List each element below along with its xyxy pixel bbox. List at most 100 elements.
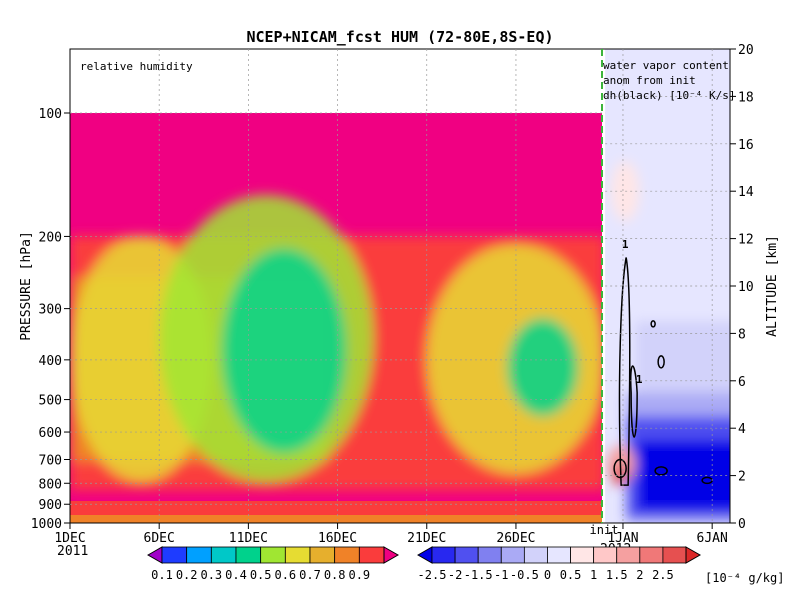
cb-rh-swatch-9 xyxy=(358,546,385,564)
cb-anom-swatch-11 xyxy=(662,546,687,564)
cb-anom-swatch-4 xyxy=(500,546,525,564)
rh-region-4 xyxy=(507,318,579,417)
cb-rh-label-0: 0.1 xyxy=(151,568,173,582)
water-vapor-anomaly-panel: 11 xyxy=(605,49,730,523)
anom-neg-25 xyxy=(637,440,730,512)
panel-label-left: relative humidity xyxy=(80,60,193,73)
cb-rh-swatch-2 xyxy=(186,546,212,564)
x-tick-label-26DEC: 26DEC xyxy=(496,531,535,546)
rh-region-2 xyxy=(221,248,347,454)
y-right-tick-label-6: 6 xyxy=(738,375,746,390)
cb-anom-label-8: 1.5 xyxy=(606,568,628,582)
y-left-tick-label-300: 300 xyxy=(39,303,62,318)
y-axis-left-title: PRESSURE [hPa] xyxy=(19,231,34,341)
dh-contour-small-3 xyxy=(654,466,668,476)
x-axis: 1DEC 6DEC 11DEC 16DEC 21DEC 26DEC 1JAN 6JAN xyxy=(54,523,728,546)
anom-field xyxy=(605,49,730,523)
y-axis-right-title: ALTITUDE [km] xyxy=(765,235,780,337)
anom-pos-core xyxy=(613,465,626,486)
cb-anom-swatch-9 xyxy=(616,546,641,564)
cb-rh-arrow-low xyxy=(146,546,163,564)
y-right-tick-label-16: 16 xyxy=(738,138,754,153)
y-left-tick-label-600: 600 xyxy=(39,426,62,441)
x-tick-label-6JAN: 6JAN xyxy=(697,531,728,546)
cb-anom-swatch-1 xyxy=(431,546,456,564)
rh-surface-layer xyxy=(70,501,602,515)
y-left-tick-label-900: 900 xyxy=(39,498,62,513)
cb-anom-label-1: -2 xyxy=(448,568,462,582)
x-tick-label-1JAN: 1JAN xyxy=(607,531,638,546)
y-right-tick-label-2: 2 xyxy=(738,470,746,485)
cb-rh-swatch-6 xyxy=(284,546,311,564)
rh-blobs xyxy=(70,195,602,491)
grid-lines xyxy=(70,49,730,523)
cb-anom-label-7: 1 xyxy=(590,568,597,582)
panel-label-right-3: dh(black) [10⁻⁴ K/s] xyxy=(603,89,735,102)
cb-rh-swatch-5 xyxy=(260,546,286,564)
y-axis-right: 0 2 4 6 8 10 12 14 16 18 20 xyxy=(730,43,754,532)
cb-anom-label-5: 0 xyxy=(544,568,551,582)
y-right-tick-label-10: 10 xyxy=(738,280,754,295)
dh-contour-low xyxy=(613,458,627,479)
y-right-tick-label-14: 14 xyxy=(738,185,754,200)
cb-anom-label-4: -0.5 xyxy=(510,568,539,582)
cb-rh-label-5: 0.6 xyxy=(274,568,296,582)
y-left-tick-label-1000: 1000 xyxy=(31,517,62,532)
colorbar-right-unit: [10⁻⁴ g/kg] xyxy=(705,571,784,585)
cb-anom-swatch-8 xyxy=(593,546,618,564)
cb-rh-label-8: 0.9 xyxy=(348,568,370,582)
cb-rh-swatch-7 xyxy=(309,546,336,564)
colorbar-vapor-anomaly: -2.5 -2 -1.5 -1 -0.5 0 0.5 1 1.5 2 2.5 xyxy=(416,546,702,582)
cb-anom-label-10: 2.5 xyxy=(652,568,674,582)
cb-anom-label-3: -1 xyxy=(494,568,508,582)
x-tick-label-21DEC: 21DEC xyxy=(407,531,446,546)
anom-blobs xyxy=(607,161,730,523)
y-right-tick-label-12: 12 xyxy=(738,233,754,248)
cb-anom-label-6: 0.5 xyxy=(560,568,582,582)
cb-anom-swatch-7 xyxy=(570,546,595,564)
cb-anom-swatch-5 xyxy=(523,546,548,564)
y-right-tick-label-18: 18 xyxy=(738,90,754,105)
cb-anom-swatch-6 xyxy=(547,546,571,564)
cb-anom-label-0: -2.5 xyxy=(418,568,447,582)
dh-contour-tower xyxy=(618,257,631,486)
panel-label-right-2: anom from init xyxy=(603,74,696,87)
panel-label-right-1: water vapor content xyxy=(603,59,729,72)
y-left-tick-label-700: 700 xyxy=(39,453,62,468)
y-left-tick-label-100: 100 xyxy=(39,107,62,122)
x-tick-label-1DEC: 1DEC xyxy=(54,531,85,546)
relative-humidity-panel xyxy=(70,113,602,523)
cb-anom-swatch-3 xyxy=(477,546,502,564)
y-right-tick-label-0: 0 xyxy=(738,517,746,532)
cb-rh-swatch-1 xyxy=(161,546,188,564)
cb-rh-label-3: 0.4 xyxy=(225,568,247,582)
x-tick-label-11DEC: 11DEC xyxy=(229,531,268,546)
cb-anom-arrow-high xyxy=(685,546,702,564)
cb-rh-swatch-3 xyxy=(210,546,237,564)
init-label: init xyxy=(590,523,619,537)
cb-rh-swatch-4 xyxy=(235,546,262,564)
dh-contour-small-2 xyxy=(650,320,656,328)
cb-rh-label-7: 0.8 xyxy=(324,568,346,582)
rh-surface-bottom xyxy=(70,515,602,523)
dh-contour-inner xyxy=(629,365,638,438)
y-right-tick-label-8: 8 xyxy=(738,327,746,342)
cb-anom-swatch-10 xyxy=(639,546,664,564)
chart-title: NCEP+NICAM_fcst HUM (72-80E,8S-EQ) xyxy=(246,28,553,46)
y-left-tick-label-800: 800 xyxy=(39,477,62,492)
year-label-2011: 2011 xyxy=(57,544,88,559)
x-tick-label-6DEC: 6DEC xyxy=(144,531,175,546)
y-left-tick-label-400: 400 xyxy=(39,354,62,369)
cb-rh-arrow-high xyxy=(383,546,400,564)
contour-label-2: 1 xyxy=(636,373,643,386)
dh-contour-small-1 xyxy=(657,355,665,369)
cb-rh-swatch-8 xyxy=(334,546,360,564)
colorbar-relative-humidity: 0.1 0.2 0.3 0.4 0.5 0.6 0.7 0.8 0.9 xyxy=(146,546,400,582)
cb-rh-label-6: 0.7 xyxy=(299,568,321,582)
y-right-tick-label-20: 20 xyxy=(738,43,754,58)
dh-contours xyxy=(613,257,713,486)
cb-rh-label-1: 0.2 xyxy=(176,568,198,582)
cb-anom-swatch-2 xyxy=(454,546,479,564)
x-tick-label-16DEC: 16DEC xyxy=(318,531,357,546)
